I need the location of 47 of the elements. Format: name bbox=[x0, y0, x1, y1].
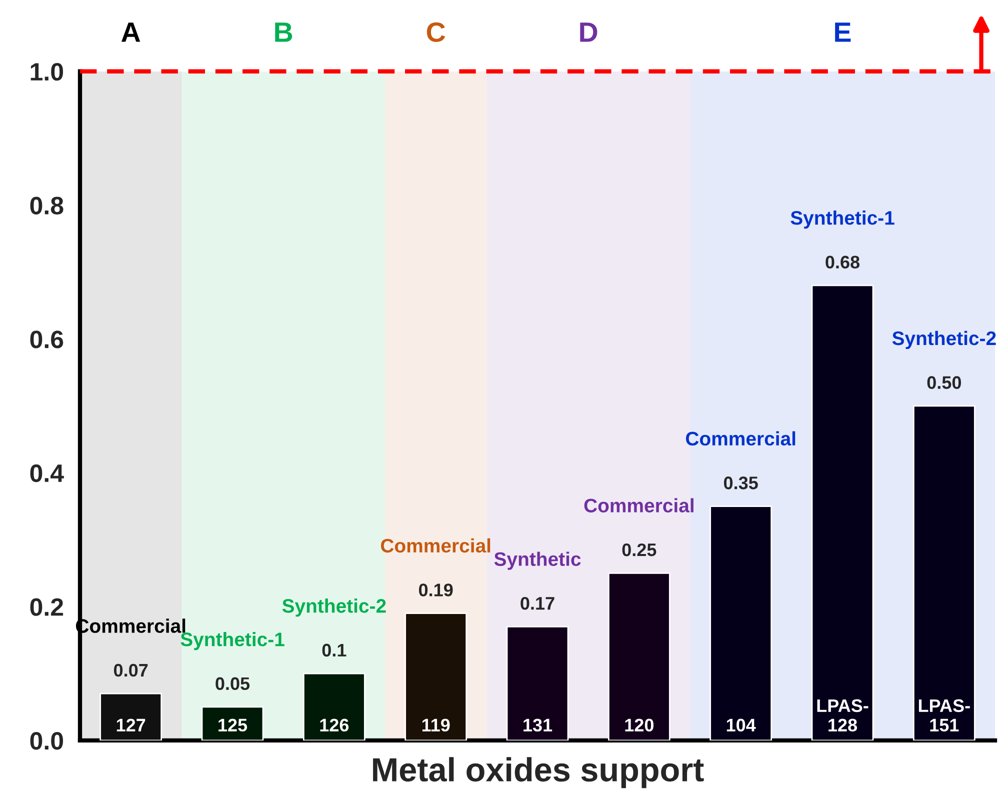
bar bbox=[404, 612, 468, 740]
x-tick-label: LPAS- 128 bbox=[817, 699, 868, 732]
bar bbox=[710, 506, 772, 740]
bar bbox=[201, 706, 264, 740]
annotation: Commercial bbox=[584, 498, 694, 512]
x-tick-label: 104 bbox=[726, 718, 756, 732]
annotation: Synthetic-2 bbox=[282, 598, 386, 617]
y-tick-label: 0.0 bbox=[30, 732, 64, 750]
x-tick-label: LPAS- 151 bbox=[918, 699, 970, 732]
data-label: 0.19 bbox=[418, 584, 453, 596]
y-tick-label: 0.6 bbox=[30, 330, 64, 348]
bar bbox=[100, 692, 162, 740]
data-label: 0.17 bbox=[520, 596, 554, 610]
data-label: 0.35 bbox=[724, 476, 758, 490]
y-tick-label: 0.8 bbox=[30, 196, 64, 214]
band-label: E bbox=[835, 22, 851, 42]
bar bbox=[608, 572, 670, 740]
y-tick-label: 0.2 bbox=[30, 598, 64, 616]
bar bbox=[912, 405, 976, 740]
band-label: B bbox=[275, 22, 292, 42]
x-tick-label: 120 bbox=[625, 718, 654, 732]
bar bbox=[811, 284, 874, 740]
annotation: Synthetic-1 bbox=[790, 210, 894, 229]
data-label: 0.07 bbox=[114, 664, 148, 677]
x-tick-label: 127 bbox=[116, 718, 146, 732]
x-axis-title: Metal oxides support bbox=[373, 757, 704, 788]
annotation: Synthetic-2 bbox=[892, 330, 996, 350]
data-label: 0.05 bbox=[216, 677, 250, 690]
annotation: Synthetic bbox=[494, 552, 581, 570]
bar bbox=[302, 672, 366, 740]
band-label: A bbox=[121, 22, 140, 42]
annotation: Commercial bbox=[686, 431, 796, 446]
annotation: Synthetic-1 bbox=[180, 632, 284, 650]
bar bbox=[506, 626, 569, 740]
data-label: 0.68 bbox=[826, 256, 860, 269]
x-tick-label: 126 bbox=[320, 718, 349, 732]
data-label: 0.50 bbox=[927, 376, 961, 389]
data-label: 0.1 bbox=[322, 644, 346, 657]
annotation: Commercial bbox=[380, 538, 490, 553]
data-label: 0.25 bbox=[622, 543, 656, 556]
x-tick-label: 125 bbox=[218, 718, 248, 732]
y-tick-label: 1.0 bbox=[30, 62, 64, 81]
band-label: C bbox=[426, 22, 446, 42]
x-tick-label: 119 bbox=[422, 718, 450, 732]
band-label: D bbox=[580, 22, 598, 42]
x-tick-label: 131 bbox=[524, 718, 552, 732]
y-tick-label: 0.4 bbox=[30, 464, 64, 482]
